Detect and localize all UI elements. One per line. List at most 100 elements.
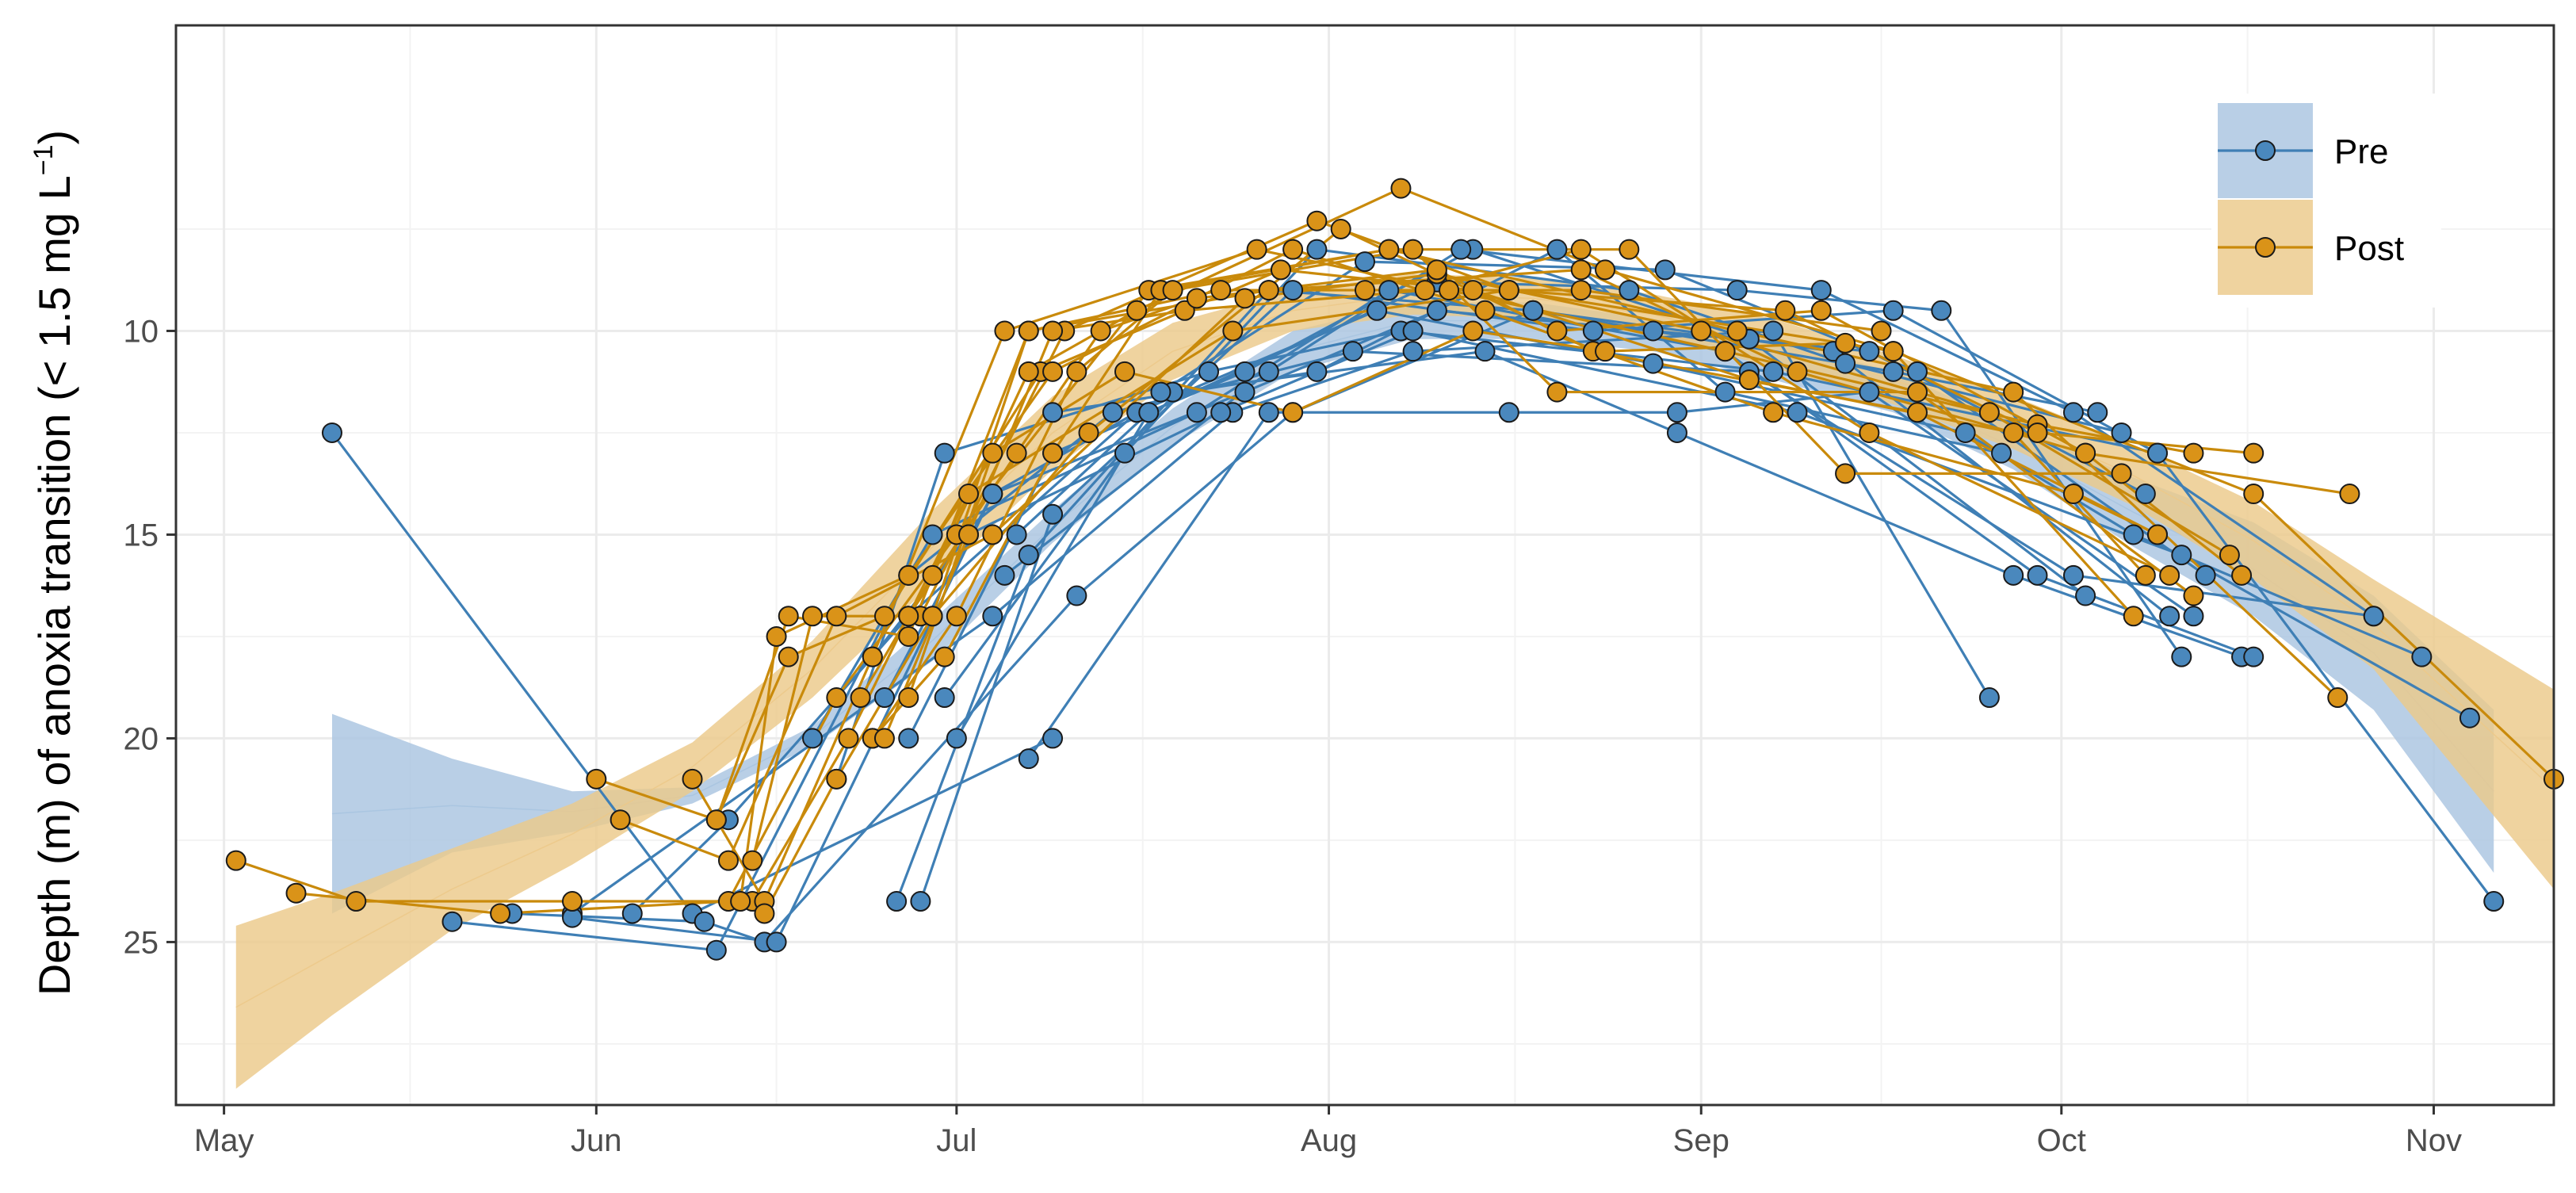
pre-data-point — [2159, 606, 2180, 627]
pre-data-point — [766, 931, 787, 953]
pre-data-point — [1186, 402, 1207, 423]
post-data-point — [1234, 288, 1256, 309]
pre-data-point — [1523, 300, 1544, 321]
pre-data-point — [1198, 361, 1220, 382]
pre-data-point — [1402, 341, 1424, 362]
pre-data-point — [2027, 564, 2048, 586]
post-data-point — [1462, 320, 1484, 342]
post-data-point — [2243, 442, 2265, 464]
pre-data-point — [1763, 320, 1784, 342]
pre-data-point — [1102, 402, 1123, 423]
pre-data-point — [1763, 361, 1784, 382]
post-data-point — [1714, 341, 1736, 362]
pre-data-point — [802, 728, 824, 749]
post-data-point — [1474, 300, 1496, 321]
y-tick-label: 25 — [124, 925, 159, 960]
pre-data-point — [934, 442, 955, 464]
pre-data-point — [1342, 341, 1363, 362]
post-data-point — [2062, 484, 2084, 505]
pre-data-point — [2087, 402, 2108, 423]
post-data-point — [1006, 442, 1027, 464]
pre-data-point — [1138, 402, 1160, 423]
legend-key-point-pre — [2255, 140, 2276, 161]
post-data-point — [958, 524, 979, 545]
y-axis-title: Depth (m) of anoxia transition (< 1.5 mg… — [29, 130, 79, 996]
pre-data-point — [886, 891, 908, 912]
post-data-point — [742, 850, 763, 871]
post-data-point — [1186, 288, 1207, 309]
pre-data-point — [1619, 280, 1640, 301]
post-data-point — [1306, 210, 1328, 231]
pre-data-point — [1931, 300, 1952, 321]
x-tick-label: Nov — [2406, 1123, 2462, 1158]
post-data-point — [2219, 545, 2240, 566]
pre-data-point — [1642, 353, 1664, 374]
pre-data-point — [441, 911, 463, 932]
post-data-point — [2003, 381, 2024, 403]
pre-data-point — [1258, 361, 1279, 382]
x-tick-label: Aug — [1301, 1123, 1357, 1158]
post-data-point — [1210, 280, 1232, 301]
pre-data-point — [2111, 422, 2132, 443]
post-data-point — [610, 809, 631, 831]
post-data-point — [1835, 463, 1856, 484]
post-data-point — [1426, 259, 1447, 281]
pre-data-point — [1042, 728, 1064, 749]
post-data-point — [946, 606, 967, 627]
pre-data-point — [1726, 280, 1748, 301]
post-data-point — [1439, 280, 1460, 301]
post-data-point — [1066, 361, 1087, 382]
pre-data-point — [2243, 646, 2265, 667]
post-data-point — [1859, 422, 1880, 443]
post-data-point — [982, 442, 1003, 464]
post-data-point — [1810, 300, 1832, 321]
post-data-point — [1402, 239, 1424, 260]
pre-data-point — [1859, 341, 1880, 362]
post-data-point — [2183, 442, 2204, 464]
post-data-point — [982, 524, 1003, 545]
pre-data-point — [2147, 442, 2168, 464]
pre-data-point — [1234, 381, 1256, 403]
post-data-point — [1498, 280, 1519, 301]
post-data-point — [1546, 320, 1568, 342]
pre-data-point — [1835, 353, 1856, 374]
y-axis-title-superscript: −1 — [29, 144, 59, 175]
post-data-point — [958, 484, 979, 505]
pre-data-point — [1582, 320, 1603, 342]
post-data-point — [1042, 320, 1064, 342]
pre-series-line — [571, 350, 2242, 944]
post-data-point — [346, 891, 367, 912]
post-data-point — [1691, 320, 1712, 342]
post-series-line — [907, 268, 2158, 618]
pre-data-point — [321, 422, 342, 443]
post-data-point — [898, 564, 919, 586]
pre-data-point — [1258, 402, 1279, 423]
pre-data-point — [1714, 381, 1736, 403]
post-data-point — [1270, 259, 1291, 281]
post-data-point — [1787, 361, 1808, 382]
pre-data-point — [1366, 300, 1388, 321]
post-data-point — [826, 768, 847, 790]
pre-data-point — [2062, 402, 2084, 423]
pre-data-point — [1282, 280, 1304, 301]
post-data-point — [1246, 239, 1267, 260]
pre-data-point — [1906, 361, 1928, 382]
post-data-point — [873, 728, 895, 749]
pre-data-point — [2075, 585, 2096, 606]
pre-data-point — [982, 484, 1003, 505]
pre-series-line — [1027, 390, 2195, 760]
pre-data-point — [1991, 442, 2012, 464]
post-data-point — [754, 903, 775, 924]
post-data-point — [2075, 442, 2096, 464]
post-data-point — [898, 687, 919, 709]
post-data-point — [1738, 369, 1760, 391]
post-data-point — [1462, 280, 1484, 301]
pre-data-point — [1018, 545, 1039, 566]
pre-data-point — [982, 606, 1003, 627]
pre-data-point — [1787, 402, 1808, 423]
post-data-point — [2027, 422, 2048, 443]
post-data-point — [2339, 484, 2360, 505]
post-data-point — [850, 687, 871, 709]
